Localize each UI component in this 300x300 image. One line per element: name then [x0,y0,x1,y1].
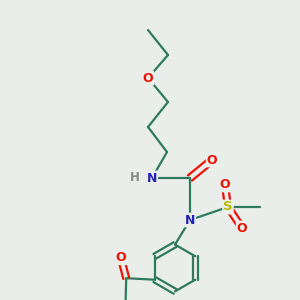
Text: N: N [147,172,157,184]
Text: N: N [185,214,195,226]
Text: H: H [130,171,140,184]
Text: O: O [143,71,153,85]
Text: O: O [220,178,230,191]
Text: O: O [116,251,126,264]
Text: O: O [207,154,217,166]
Text: O: O [237,221,247,235]
Text: S: S [223,200,233,214]
